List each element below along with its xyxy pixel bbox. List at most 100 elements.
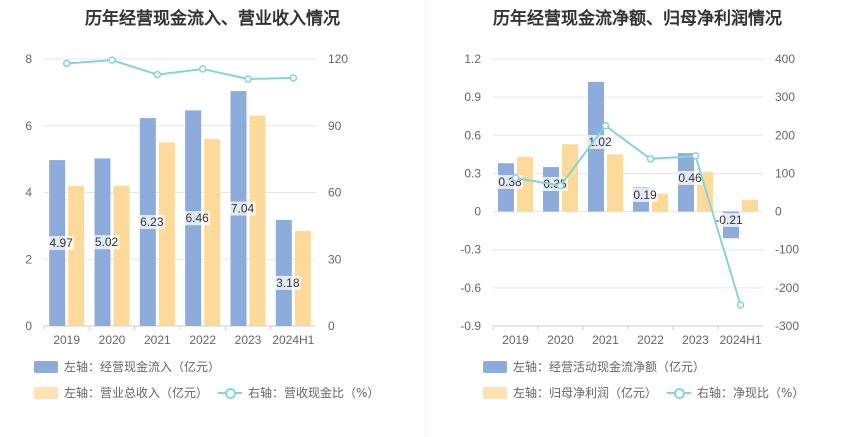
left-axis-tick-label: -0.9	[460, 319, 481, 333]
bar-data-label-background	[714, 213, 744, 227]
right-axis-tick-label: -300	[775, 319, 799, 333]
left-axis-tick-label: 4	[25, 186, 32, 200]
chart-plot: 0 2 4 6 8 0 30 60 90 120 2019 4.97 2020 5.02 2021 6.23 2…	[25, 52, 348, 347]
right-axis-tick-label: 300	[775, 90, 795, 104]
bar-data-label-background	[632, 188, 659, 202]
bar-secondary	[607, 154, 623, 212]
ratio-point	[601, 122, 610, 130]
right-axis-tick-label: 200	[775, 128, 795, 142]
bar-data-label: -0.21	[715, 213, 743, 227]
bar-data-label-background	[587, 135, 614, 149]
ratio-point	[244, 75, 252, 83]
x-axis-tick-label: 2024H1	[272, 333, 314, 347]
bar-data-label: 4.97	[49, 236, 73, 250]
bar-secondary	[204, 139, 221, 326]
legend-line-marker-icon	[218, 387, 242, 399]
left-axis-tick-label: 8	[25, 52, 32, 66]
bar-data-label: 6.23	[140, 215, 164, 229]
x-axis-tick-label: 2020	[547, 333, 574, 347]
ratio-line	[515, 124, 742, 306]
x-axis-tick-label: 2021	[144, 333, 171, 347]
x-axis-tick-label: 2022	[189, 333, 216, 347]
left-axis-tick-label: 0.9	[464, 90, 481, 104]
legend-label: 左轴：归母净利润（亿元）	[513, 386, 658, 400]
legend-item-series-2[interactable]: 左轴：营业总收入（亿元）	[34, 384, 208, 401]
legend-label: 左轴：经营现金流入（亿元）	[64, 360, 221, 374]
left-axis-tick-label: 1.2	[464, 52, 481, 66]
ratio-point	[62, 59, 71, 68]
bar-data-label: 5.02	[95, 235, 119, 249]
panel-divider	[425, 0, 426, 437]
x-axis-tick-label: 2020	[99, 333, 126, 347]
bar-data-label: 3.18	[276, 276, 300, 290]
ratio-point	[511, 174, 520, 182]
bar-data-label-background	[229, 201, 256, 216]
left-axis-tick-label: 0.3	[464, 166, 481, 180]
left-axis-tick-label: 0	[25, 319, 32, 333]
ratio-point	[153, 70, 162, 79]
bar-secondary	[742, 200, 758, 212]
left-axis-tick-label: 2	[25, 252, 32, 266]
legend-line-marker-icon	[667, 387, 691, 399]
bar-data-label: 7.04	[231, 202, 255, 216]
ratio-point	[198, 65, 207, 73]
right-axis-tick-label: 100	[775, 166, 795, 180]
ratio-point	[108, 56, 116, 64]
ratio-point	[646, 155, 655, 163]
chart-panel-cashflow-revenue: 历年经营现金流入、营业收入情况 0 2 4 6 8 0 30 60 90 120 2019 4.97 2…	[25, 9, 379, 401]
chart-plot: -0.9 -0.6 -0.3 0 0.3 0.6 0.9 1.2 -300 -200 -100 0 10…	[460, 52, 799, 347]
legend-label: 左轴：营业总收入（亿元）	[64, 386, 209, 400]
x-axis-tick-label: 2024H1	[719, 333, 761, 347]
bar-secondary	[562, 144, 578, 212]
bar-data-label-background	[677, 171, 704, 185]
bar-secondary	[517, 156, 533, 212]
chart-panel-netcash-profit: 历年经营现金流净额、归母净利润情况 -0.9 -0.6 -0.3 0 0.3 0.6 0.9…	[425, 0, 850, 437]
legend-label: 右轴：营收现金比（%）	[248, 386, 380, 400]
left-axis-tick-label: -0.6	[460, 281, 481, 295]
bar-primary	[275, 219, 292, 326]
left-axis-tick-label: 0	[474, 205, 481, 219]
bar-data-label-background	[139, 215, 165, 230]
bar-data-label: 0.19	[633, 188, 657, 202]
right-axis-tick-label: 0	[775, 205, 782, 219]
bar-data-label: 1.02	[588, 135, 612, 149]
right-axis-tick-label: 30	[328, 252, 342, 266]
x-axis-tick-label: 2021	[592, 333, 619, 347]
x-axis-tick-label: 2022	[637, 333, 664, 347]
bar-secondary	[249, 115, 266, 326]
legend-item-series-3[interactable]: 右轴：净现比（%）	[667, 384, 804, 401]
ratio-line	[66, 59, 294, 81]
x-axis-tick-label: 2019	[53, 333, 80, 347]
legend-label: 右轴：净现比（%）	[697, 386, 805, 400]
legend-item-series-1[interactable]: 左轴：经营活动现金流净额（亿元）	[483, 358, 705, 375]
legend-swatch	[483, 386, 507, 399]
right-axis-tick-label: -100	[775, 243, 799, 257]
bar-data-label: 0.46	[678, 171, 702, 185]
legend-swatch	[483, 360, 507, 373]
left-axis-tick-label: 0.6	[464, 128, 481, 142]
chart-title: 历年经营现金流净额、归母净利润情况	[493, 9, 782, 29]
right-axis-tick-label: 120	[328, 52, 348, 66]
legend-item-series-2[interactable]: 左轴：归母净利润（亿元）	[483, 384, 657, 401]
bar-secondary	[158, 142, 175, 326]
bar-data-label-background	[93, 235, 120, 250]
chart-title: 历年经营现金流入、营业收入情况	[85, 9, 340, 29]
right-axis-tick-label: 90	[328, 119, 342, 133]
ratio-point	[289, 74, 298, 82]
legend-item-series-3[interactable]: 右轴：营收现金比（%）	[218, 384, 379, 401]
legend-swatch	[34, 386, 58, 399]
bar-data-label-background	[275, 275, 301, 290]
x-axis-tick-label: 2019	[502, 333, 529, 347]
bar-secondary	[68, 185, 85, 326]
left-axis-tick-label: 6	[25, 119, 32, 133]
ratio-point	[736, 301, 745, 309]
bar-secondary	[113, 185, 130, 326]
legend-swatch	[34, 360, 58, 373]
bar-data-label-background	[184, 211, 211, 226]
legend-item-series-1[interactable]: 左轴：经营现金流入（亿元）	[34, 358, 220, 375]
right-axis-tick-label: 60	[328, 186, 342, 200]
right-axis-tick-label: 0	[328, 319, 335, 333]
ratio-point	[556, 181, 565, 190]
left-axis-tick-label: -0.3	[460, 243, 481, 257]
right-axis-tick-label: -200	[775, 281, 799, 295]
